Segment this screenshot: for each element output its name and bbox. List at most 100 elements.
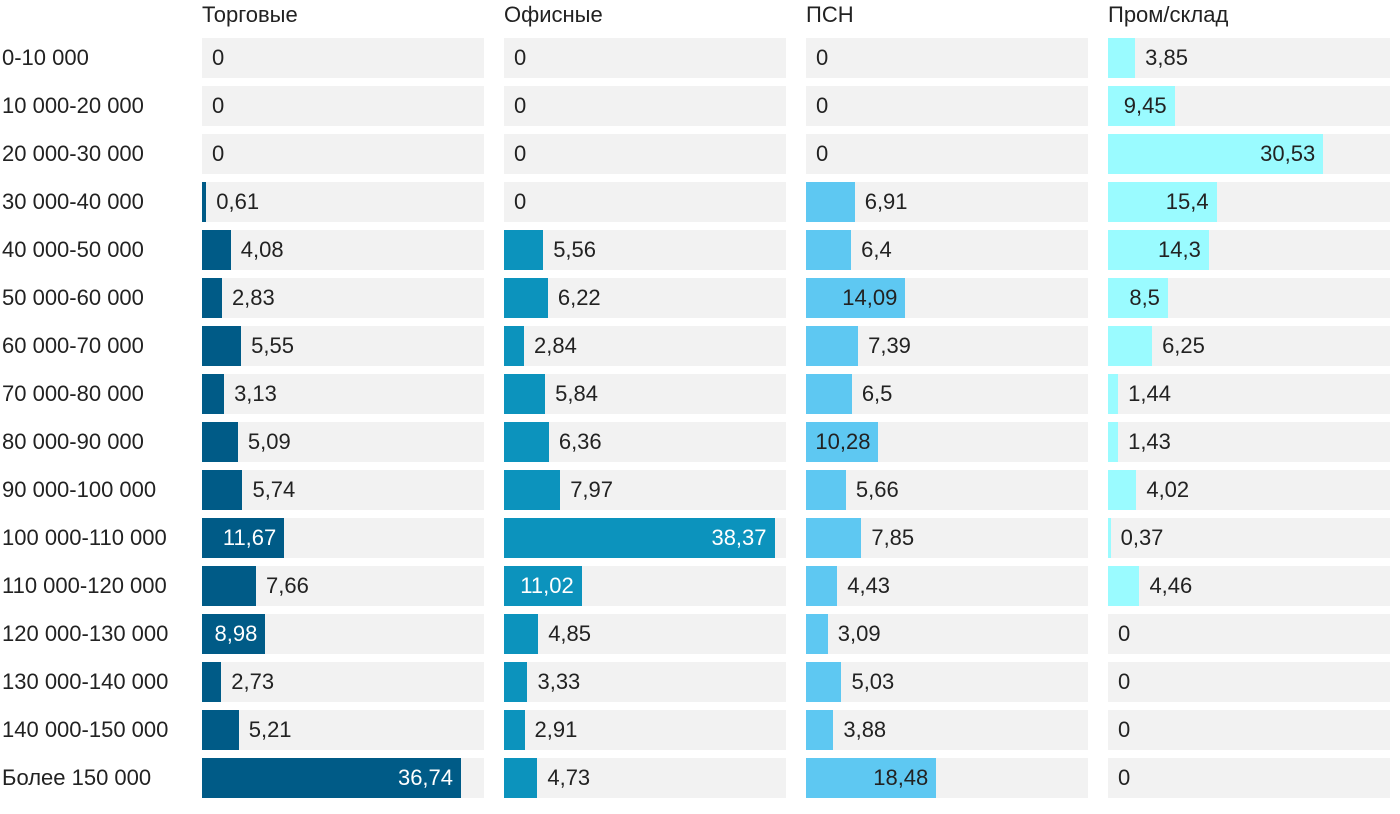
bar: [504, 326, 525, 366]
bar: [806, 566, 838, 606]
series-title: ПСН: [806, 2, 854, 27]
bar-track: 0,37: [1108, 518, 1390, 558]
data-label: 0: [514, 45, 527, 70]
bar-track: 2,91: [504, 710, 786, 750]
category-label: 110 000-120 000: [2, 573, 167, 598]
data-label: 3,88: [843, 717, 887, 742]
bar: [806, 230, 852, 270]
data-label: 3,13: [234, 381, 277, 406]
data-label: 3,33: [537, 669, 581, 694]
bar: [202, 662, 222, 702]
category-label: 60 000-70 000: [2, 333, 144, 358]
bar-track: 5,74: [202, 470, 484, 510]
bar-track: 9,45: [1108, 86, 1390, 126]
bar-track: 0: [504, 86, 786, 126]
bar-track: 7,66: [202, 566, 484, 606]
bar: [202, 710, 239, 750]
data-label: 0,37: [1120, 525, 1164, 550]
bar: [806, 518, 862, 558]
bar-track: 6,25: [1108, 326, 1390, 366]
bar: [504, 614, 539, 654]
series-title: Офисные: [504, 2, 603, 27]
data-label: 0: [816, 45, 829, 70]
bar-track: 5,55: [202, 326, 484, 366]
bar: [1108, 374, 1119, 414]
bar: [806, 182, 855, 222]
bar-track: 10,28: [806, 422, 1088, 462]
data-label: 7,66: [266, 573, 309, 598]
bar-track: 6,4: [806, 230, 1088, 270]
bar: [504, 422, 549, 462]
bar-track: 5,84: [504, 374, 786, 414]
category-label: 30 000-40 000: [2, 189, 144, 214]
data-label: 6,25: [1162, 333, 1205, 358]
data-label: 11,67: [222, 525, 277, 550]
bar: [1108, 230, 1209, 270]
bar-track: 6,91: [806, 182, 1088, 222]
category-label: 90 000-100 000: [2, 477, 157, 502]
data-label: 6,91: [864, 189, 908, 214]
category-label: 70 000-80 000: [2, 381, 144, 406]
bar-track: 5,03: [806, 662, 1088, 702]
data-label: 38,37: [711, 525, 767, 550]
bar: [806, 326, 859, 366]
data-label: 6,36: [558, 429, 602, 454]
bar: [202, 230, 231, 270]
data-label: 6,4: [861, 237, 892, 262]
data-label: 0: [1118, 717, 1131, 742]
bar: [1108, 182, 1217, 222]
data-label: 36,74: [397, 765, 454, 790]
data-label: 4,02: [1146, 477, 1190, 502]
bar: [504, 710, 525, 750]
bar: [806, 614, 828, 654]
data-label: 5,56: [553, 237, 597, 262]
bar: [202, 566, 256, 606]
bar-track: 0: [806, 134, 1088, 174]
bar: [1108, 470, 1137, 510]
data-label: 7,39: [868, 333, 911, 358]
bar: [1108, 566, 1140, 606]
bar-track: 3,13: [202, 374, 484, 414]
data-label: 0: [212, 141, 225, 166]
category-label: 130 000-140 000: [2, 669, 169, 694]
bar-track: 0: [1108, 662, 1390, 702]
bar: [806, 470, 846, 510]
data-label: 8,5: [1129, 285, 1160, 310]
bar-track: 2,73: [202, 662, 484, 702]
category-label: 50 000-60 000: [2, 285, 144, 310]
data-label: 0: [212, 93, 225, 118]
bar: [504, 470, 561, 510]
data-label: 5,74: [252, 477, 296, 502]
data-label: 0: [514, 189, 527, 214]
category-label: 140 000-150 000: [2, 717, 169, 742]
bar: [1108, 134, 1324, 174]
bar: [202, 758, 462, 798]
data-label: 1,44: [1128, 381, 1171, 406]
bar-track: 3,88: [806, 710, 1088, 750]
bar-track: 6,5: [806, 374, 1088, 414]
bar-track: 0: [1108, 710, 1390, 750]
bar-track: 4,46: [1108, 566, 1390, 606]
bar-track: 0: [504, 182, 786, 222]
category-label: 80 000-90 000: [2, 429, 144, 454]
bar-track: 4,02: [1108, 470, 1390, 510]
bar: [806, 710, 834, 750]
category-label: 0-10 000: [2, 45, 89, 70]
data-label: 7,97: [570, 477, 614, 502]
bar: [504, 374, 546, 414]
bar: [202, 470, 243, 510]
data-label: 8,98: [214, 621, 258, 646]
bar-track: 3,09: [806, 614, 1088, 654]
bar: [1108, 86, 1175, 126]
bar-track: 5,56: [504, 230, 786, 270]
bar: [504, 518, 775, 558]
bar-track: 36,74: [202, 758, 484, 798]
bar: [1108, 422, 1119, 462]
data-label: 4,73: [547, 765, 591, 790]
data-label: 2,83: [231, 285, 275, 310]
bar-track: 4,08: [202, 230, 484, 270]
series-title: Пром/склад: [1108, 2, 1229, 27]
bar: [806, 422, 879, 462]
bar-track: 11,67: [202, 518, 484, 558]
bar-track: 0: [504, 38, 786, 78]
